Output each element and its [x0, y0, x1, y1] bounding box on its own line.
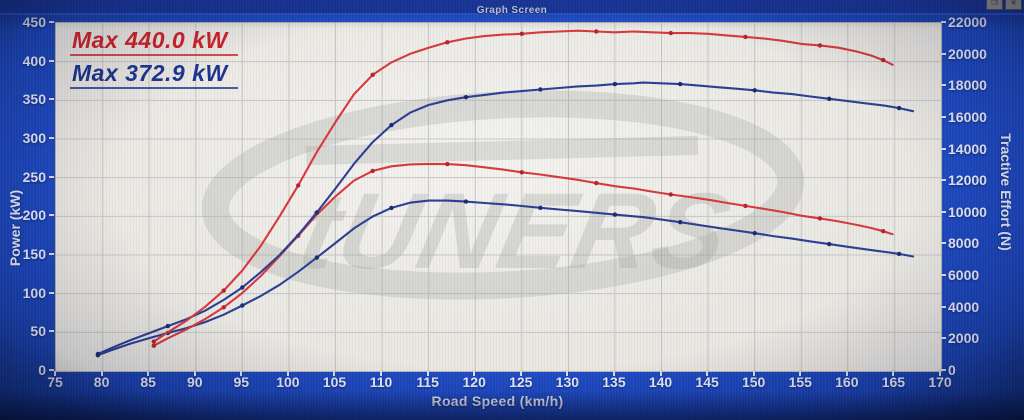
y-right-tick-label: 10000	[948, 203, 987, 220]
y-right-tick-mark	[941, 115, 946, 118]
x-tick-label: 80	[93, 374, 110, 390]
close-window-button[interactable]: ✕	[1005, 0, 1022, 10]
x-tick-label: 150	[741, 374, 766, 390]
x-tick-mark	[193, 371, 196, 376]
x-tick-label: 105	[322, 374, 347, 390]
x-tick-mark	[752, 371, 755, 376]
y-left-tick-mark	[49, 59, 54, 62]
right-axis-title: Tractive Effort (N)	[998, 133, 1014, 251]
x-tick-label: 145	[695, 374, 719, 390]
x-tick-mark	[519, 371, 522, 376]
y-left-tick-label: 100	[22, 284, 46, 301]
y-right-tick-label: 18000	[948, 77, 987, 94]
x-tick-label: 155	[788, 374, 812, 390]
y-left-tick-mark	[49, 175, 54, 178]
window-controls: ❐ ✕	[986, 0, 1022, 10]
y-left-tick-label: 200	[22, 207, 46, 224]
x-tick-mark	[845, 371, 848, 376]
window-titlebar[interactable]: Graph Screen ❐ ✕	[0, 0, 1024, 16]
legend-max-power-red: Max 440.0 kW	[70, 27, 238, 56]
legend: Max 440.0 kW Max 372.9 kW	[70, 27, 238, 93]
x-tick-label: 160	[835, 374, 859, 390]
y-left-tick-label: 250	[22, 168, 46, 185]
x-tick-mark	[799, 371, 802, 376]
x-tick-mark	[473, 371, 476, 376]
x-tick-mark	[240, 371, 243, 376]
y-right-tick-mark	[941, 84, 946, 87]
x-tick-label: 95	[233, 374, 250, 390]
x-tick-label: 135	[602, 374, 626, 390]
x-tick-label: 165	[881, 374, 906, 390]
x-tick-mark	[380, 371, 383, 376]
y-right-tick-label: 4000	[948, 298, 980, 315]
plot-area: tUNERS Max 440.0 kW Max 372.9 kW	[55, 22, 942, 372]
x-tick-mark	[147, 371, 150, 376]
x-tick-label: 125	[509, 374, 533, 390]
x-tick-mark	[333, 371, 336, 376]
x-tick-mark	[892, 371, 895, 376]
y-left-tick-mark	[49, 214, 54, 217]
y-right-tick-label: 16000	[948, 108, 987, 125]
x-tick-mark	[566, 371, 569, 376]
x-tick-label: 85	[140, 374, 156, 390]
x-axis-title: Road Speed (km/h)	[431, 393, 564, 409]
y-right-tick-mark	[941, 242, 946, 245]
y-right-tick-label: 20000	[948, 45, 987, 62]
y-right-tick-label: 22000	[948, 14, 987, 30]
y-left-tick-label: 150	[22, 246, 46, 262]
y-left-tick-label: 300	[22, 130, 46, 146]
y-right-tick-mark	[941, 369, 946, 371]
y-right-tick-mark	[941, 21, 946, 23]
y-right-tick-label: 12000	[948, 172, 987, 189]
x-tick-mark	[100, 371, 103, 376]
x-tick-mark	[612, 371, 615, 376]
y-right-tick-mark	[941, 52, 946, 55]
x-tick-label: 75	[47, 374, 63, 390]
x-tick-mark	[659, 371, 662, 376]
y-right-tick-mark	[941, 179, 946, 182]
watermark-logo: tUNERS	[201, 90, 805, 300]
x-tick-label: 140	[648, 374, 673, 390]
y-left-tick-mark	[49, 137, 54, 139]
y-right-tick-mark	[941, 274, 946, 277]
y-left-tick-mark	[49, 253, 54, 255]
y-right-tick-mark	[941, 147, 946, 150]
x-tick-mark	[426, 371, 429, 376]
watermark-text: tUNERS	[290, 171, 742, 292]
y-left-tick-label: 350	[22, 91, 46, 108]
y-right-tick-mark	[941, 210, 946, 213]
y-left-tick-mark	[49, 330, 54, 333]
y-right-tick-label: 14000	[948, 140, 987, 157]
window-title: Graph Screen	[476, 5, 548, 16]
restore-window-button[interactable]: ❐	[986, 0, 1003, 10]
x-tick-label: 120	[462, 374, 486, 390]
x-tick-mark	[286, 371, 289, 376]
y-right-tick-mark	[941, 337, 946, 340]
x-tick-label: 90	[186, 374, 203, 390]
x-tick-mark	[939, 371, 941, 376]
y-right-tick-mark	[941, 305, 946, 308]
y-left-tick-mark	[49, 291, 54, 294]
x-tick-label: 170	[928, 374, 952, 390]
x-tick-label: 110	[369, 374, 393, 390]
y-right-tick-label: 2000	[948, 330, 980, 347]
y-right-tick-label: 8000	[948, 235, 980, 252]
y-left-tick-label: 450	[22, 14, 46, 30]
y-left-tick-mark	[49, 21, 54, 23]
x-tick-label: 130	[555, 374, 580, 390]
y-left-tick-label: 50	[30, 323, 46, 340]
legend-max-power-blue: Max 372.9 kW	[70, 60, 238, 89]
y-right-tick-label: 6000	[948, 267, 980, 284]
x-tick-mark	[706, 371, 709, 376]
y-left-tick-label: 400	[22, 52, 46, 69]
y-left-tick-mark	[49, 98, 54, 101]
x-tick-label: 100	[276, 374, 300, 390]
x-tick-label: 115	[416, 374, 439, 390]
x-tick-mark	[54, 371, 56, 376]
